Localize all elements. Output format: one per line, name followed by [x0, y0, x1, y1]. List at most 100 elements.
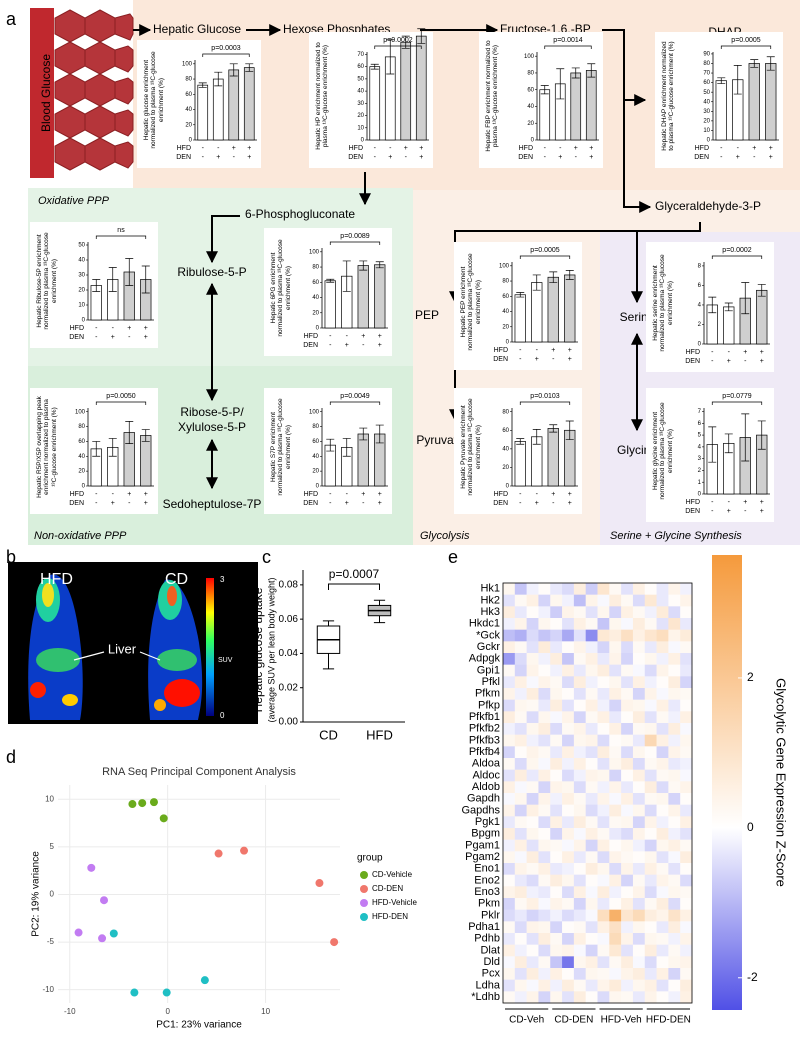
- condition-value: +: [144, 325, 148, 332]
- row-label: Gapdhs: [461, 804, 500, 816]
- condition-value: +: [760, 349, 764, 356]
- cell: [550, 921, 563, 934]
- y-tick-label: 0: [361, 138, 365, 144]
- condition-value: +: [111, 500, 115, 507]
- y-tick-label: 70: [357, 52, 364, 58]
- cell: [597, 594, 610, 607]
- y-axis-label: (average SUV per lean body weight): [266, 577, 276, 722]
- cell: [503, 804, 516, 817]
- error-bar: [108, 267, 117, 292]
- condition-name: HFD: [494, 491, 508, 498]
- cell: [562, 699, 575, 712]
- cell: [656, 933, 669, 945]
- cell: [550, 734, 563, 747]
- cell: [632, 734, 646, 747]
- cell: [609, 711, 622, 724]
- error-bar: [724, 433, 733, 454]
- y-tick-label: 7: [698, 409, 702, 415]
- cell: [526, 594, 539, 607]
- region-label: Non-oxidative PPP: [34, 530, 127, 542]
- y-axis-label: Hepatic PEP enrichment normalized to pla…: [460, 253, 482, 350]
- row-label: Pdha1: [468, 921, 500, 933]
- y-tick-label: 0.00: [279, 717, 299, 728]
- bar: [514, 294, 526, 343]
- annotation: p=0.0050: [106, 393, 135, 400]
- condition-value: +: [345, 342, 349, 349]
- cell: [503, 968, 516, 980]
- cell: [573, 956, 586, 969]
- cell: [644, 606, 657, 619]
- cell: [597, 909, 610, 922]
- cell: [644, 979, 657, 992]
- point: [128, 800, 137, 809]
- cell: [621, 804, 634, 817]
- cell: [526, 909, 539, 922]
- condition-value: -: [519, 347, 522, 354]
- cell: [680, 863, 693, 875]
- cell: [585, 769, 598, 782]
- cell: [656, 839, 669, 852]
- y-axis-label: Hepatic S7P enrichment normalized to pla…: [270, 398, 292, 495]
- y-axis-label-text: Hepatic Pyruvate enrichment normalized t…: [460, 398, 482, 496]
- row-label: Pgam1: [465, 839, 500, 851]
- cell: [656, 711, 669, 724]
- cell: [668, 664, 681, 677]
- cell: [550, 711, 563, 724]
- row-label: Pfkfb3: [469, 734, 500, 746]
- condition-value: +: [127, 325, 131, 332]
- cell: [562, 606, 575, 619]
- cell: [597, 723, 610, 735]
- cell: [573, 804, 586, 817]
- bar: [197, 84, 209, 141]
- cell: [562, 898, 575, 910]
- condition-name: DEN: [685, 358, 700, 365]
- cell: [680, 793, 693, 805]
- cell: [538, 618, 551, 630]
- cell: [538, 781, 551, 794]
- cell: [621, 839, 634, 852]
- bar: [369, 66, 381, 141]
- condition-value: +: [232, 145, 236, 152]
- error-bar: [141, 429, 150, 442]
- cell: [668, 898, 681, 910]
- y-tick-label: 3: [698, 456, 702, 462]
- y-tick-label: 80: [527, 71, 534, 77]
- cell: [597, 991, 610, 1004]
- cell: [562, 688, 575, 700]
- bar: [765, 63, 777, 141]
- point: [149, 798, 158, 807]
- y-tick-label: 90: [703, 51, 710, 57]
- cell: [526, 699, 539, 712]
- pet-label: Liver: [108, 641, 137, 656]
- bar: [539, 89, 551, 141]
- error-bar: [375, 424, 384, 444]
- annotation: ns: [117, 227, 125, 234]
- y-tick-label: 8: [698, 263, 702, 269]
- bar: [357, 265, 369, 329]
- condition-value: -: [217, 145, 220, 152]
- cell: [680, 968, 693, 980]
- pet-label: HFD: [40, 571, 73, 588]
- y-tick-label: 40: [502, 309, 509, 315]
- cell: [550, 816, 563, 829]
- y-tick-label: 0: [316, 484, 320, 490]
- cell: [526, 944, 539, 957]
- condition-value: -: [575, 154, 578, 161]
- annotation: p=0.0089: [340, 233, 369, 240]
- bar: [756, 289, 768, 345]
- cell: [680, 699, 693, 712]
- condition-value: +: [144, 334, 148, 341]
- error-bar: [417, 28, 426, 44]
- cell: [585, 606, 598, 619]
- cell: [597, 874, 610, 887]
- cell: [514, 851, 527, 864]
- cell: [656, 583, 669, 595]
- cell: [550, 851, 563, 864]
- cell: [573, 641, 586, 654]
- error-bar: [708, 426, 717, 463]
- cell: [585, 886, 598, 899]
- error-bar: [549, 424, 558, 433]
- cell: [632, 863, 646, 875]
- point: [159, 814, 168, 823]
- cell: [668, 618, 681, 630]
